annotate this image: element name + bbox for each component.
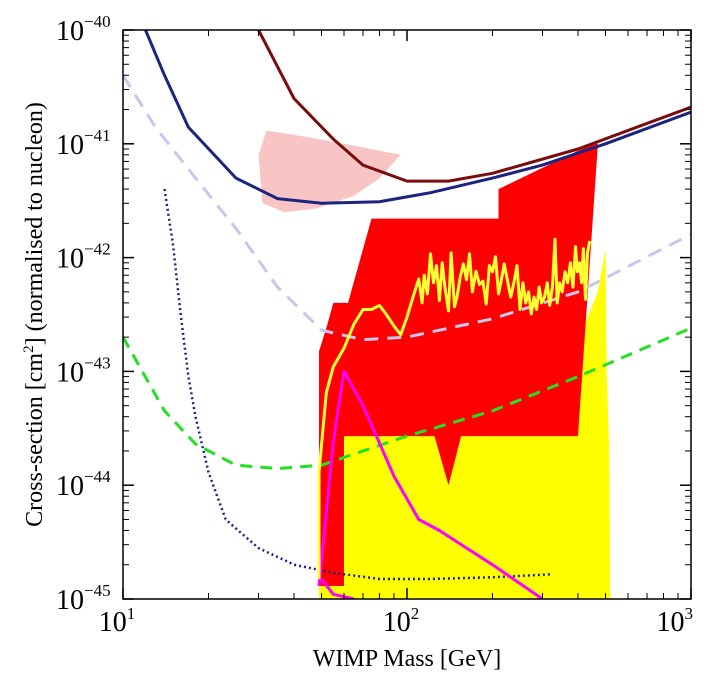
x-axis-title: WIMP Mass [GeV] xyxy=(313,646,501,672)
y-tick-base: 10 xyxy=(56,585,84,616)
y-tick-label: 10−44 xyxy=(56,467,111,502)
x-tick-base: 10 xyxy=(657,607,685,638)
y-axis-title-part1: Cross-section [cm xyxy=(22,353,48,527)
y-tick-base: 10 xyxy=(56,357,84,388)
y-tick-base: 10 xyxy=(56,471,84,502)
y-tick-exponent: −41 xyxy=(84,126,111,145)
x-tick-base: 10 xyxy=(383,607,411,638)
y-tick-label: 10−45 xyxy=(56,581,111,616)
region-2 xyxy=(319,143,598,587)
series-line-1 xyxy=(144,30,691,205)
y-tick-label: 10−42 xyxy=(56,240,111,275)
series-line-2 xyxy=(123,74,691,342)
y-tick-base: 10 xyxy=(56,244,84,275)
region-0 xyxy=(258,130,401,213)
y-axis-title: Cross-section [cm2] (normalised to nucle… xyxy=(21,102,48,527)
y-tick-exponent: −42 xyxy=(84,240,111,259)
series-line-3 xyxy=(123,326,691,471)
axis-ticks xyxy=(122,29,692,600)
y-tick-base: 10 xyxy=(56,16,84,47)
series-line-5 xyxy=(317,369,544,599)
y-tick-exponent: −45 xyxy=(84,581,111,600)
y-tick-exponent: −43 xyxy=(84,353,111,372)
x-tick-base: 10 xyxy=(99,607,127,638)
y-tick-base: 10 xyxy=(56,130,84,161)
y-tick-label: 10−41 xyxy=(56,126,111,161)
y-tick-label: 10−40 xyxy=(56,12,111,47)
x-tick-exponent: 2 xyxy=(411,604,420,623)
y-tick-exponent: −44 xyxy=(84,467,111,486)
x-tick-label: 101 xyxy=(99,604,136,638)
series-line-6 xyxy=(320,578,355,599)
y-tick-exponent: −40 xyxy=(84,12,111,31)
y-tick-label: 10−43 xyxy=(56,353,111,388)
x-tick-label: 103 xyxy=(657,604,694,638)
y-axis-title-part2: ] (normalised to nucleon) xyxy=(22,102,48,345)
series-line-0 xyxy=(257,30,691,183)
x-tick-label: 102 xyxy=(383,604,420,638)
plot-area xyxy=(123,30,691,599)
region-1 xyxy=(319,248,611,599)
x-tick-exponent: 1 xyxy=(127,604,136,623)
x-tick-exponent: 3 xyxy=(685,604,694,623)
series-line-7 xyxy=(317,237,592,579)
y-axis-title-superscript: 2 xyxy=(21,345,37,353)
